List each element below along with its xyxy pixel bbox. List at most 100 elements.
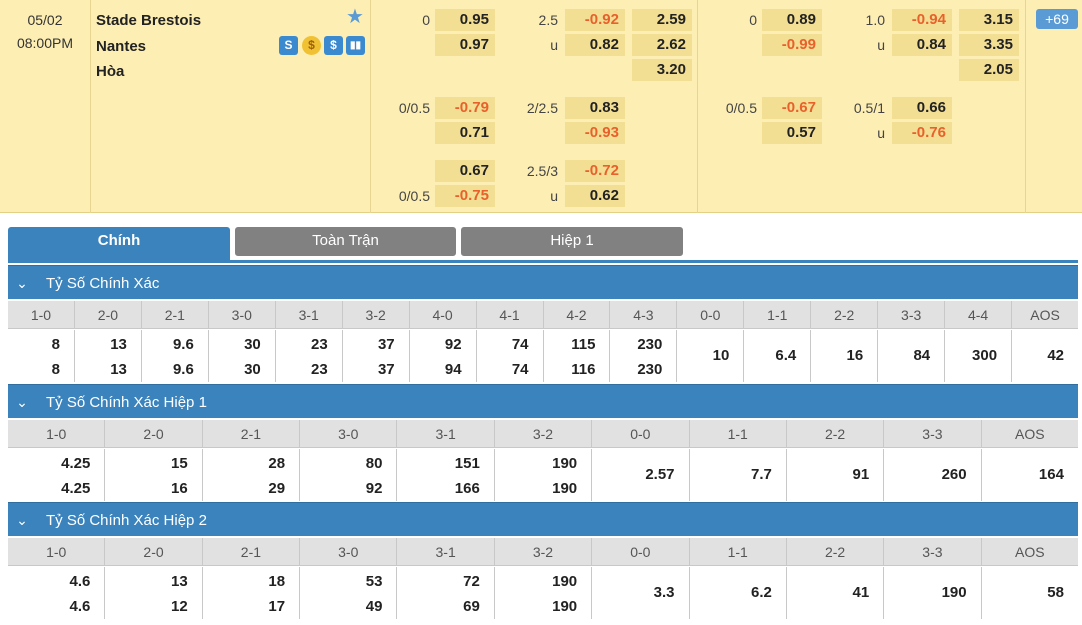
odds-value[interactable]: 190 bbox=[552, 598, 578, 615]
odds-value[interactable]: -0.93 bbox=[565, 122, 625, 144]
odds-value[interactable]: 4.25 bbox=[61, 480, 91, 497]
odds-value[interactable]: 115 bbox=[571, 336, 596, 353]
odds-value[interactable]: 0.97 bbox=[435, 34, 495, 56]
score-odds-cell[interactable]: 300 bbox=[945, 330, 1013, 382]
score-odds-cell[interactable]: 151 166 bbox=[397, 449, 495, 501]
odds-value[interactable]: 80 bbox=[365, 455, 383, 472]
score-odds-cell[interactable]: 23 23 bbox=[276, 330, 343, 382]
score-odds-cell[interactable]: 9.6 9.6 bbox=[142, 330, 209, 382]
odds-value[interactable]: 0.67 bbox=[435, 160, 495, 182]
odds-value[interactable]: 84 bbox=[913, 347, 931, 364]
odds-value[interactable]: 29 bbox=[268, 480, 286, 497]
score-odds-cell[interactable]: 92 94 bbox=[410, 330, 477, 382]
odds-value[interactable]: 28 bbox=[268, 455, 286, 472]
odds-value[interactable]: 2.62 bbox=[632, 34, 692, 56]
odds-value[interactable]: 23 bbox=[311, 361, 328, 378]
score-odds-cell[interactable]: 72 69 bbox=[397, 567, 495, 619]
score-odds-cell[interactable]: 6.2 bbox=[690, 567, 787, 619]
odds-value[interactable]: 190 bbox=[552, 455, 578, 472]
score-odds-cell[interactable]: 260 bbox=[884, 449, 982, 501]
score-odds-cell[interactable]: 18 17 bbox=[203, 567, 301, 619]
score-odds-cell[interactable]: 28 29 bbox=[203, 449, 301, 501]
more-markets-badge[interactable]: +69 bbox=[1036, 9, 1078, 29]
odds-value[interactable]: 3.20 bbox=[632, 59, 692, 81]
score-odds-cell[interactable]: 115 116 bbox=[544, 330, 611, 382]
odds-value[interactable]: 0.62 bbox=[565, 185, 625, 207]
odds-value[interactable]: 30 bbox=[244, 336, 261, 353]
away-team[interactable]: Nantes bbox=[96, 38, 147, 55]
odds-value[interactable]: 0.84 bbox=[892, 34, 952, 56]
odds-value[interactable]: 300 bbox=[972, 347, 998, 364]
odds-value[interactable]: 4.6 bbox=[69, 598, 91, 615]
odds-value[interactable]: 16 bbox=[171, 480, 188, 497]
odds-value[interactable]: 13 bbox=[110, 336, 127, 353]
score-odds-cell[interactable]: 53 49 bbox=[300, 567, 398, 619]
score-odds-cell[interactable]: 4.6 4.6 bbox=[8, 567, 106, 619]
odds-value[interactable]: 0.66 bbox=[892, 97, 952, 119]
odds-value[interactable]: 0.82 bbox=[565, 34, 625, 56]
odds-value[interactable]: 8 bbox=[51, 336, 60, 353]
odds-value[interactable]: 190 bbox=[552, 480, 578, 497]
dollar-icon[interactable]: $ bbox=[324, 36, 343, 55]
odds-value[interactable]: 8 bbox=[51, 361, 60, 378]
odds-value[interactable]: 0.89 bbox=[762, 9, 822, 31]
tab-chinh[interactable]: Chính bbox=[8, 227, 230, 262]
odds-value[interactable]: 0.57 bbox=[762, 122, 822, 144]
odds-value[interactable]: 166 bbox=[454, 480, 480, 497]
score-odds-cell[interactable]: 6.4 bbox=[744, 330, 812, 382]
odds-value[interactable]: -0.79 bbox=[435, 97, 495, 119]
home-team[interactable]: Stade Brestois bbox=[96, 12, 202, 29]
odds-value[interactable]: 190 bbox=[941, 584, 967, 601]
score-odds-cell[interactable]: 74 74 bbox=[477, 330, 544, 382]
odds-value[interactable]: 2.57 bbox=[645, 466, 675, 483]
section-header[interactable]: ⌄ Tỷ Số Chính Xác Hiệp 2 bbox=[8, 502, 1078, 536]
score-odds-cell[interactable]: 164 bbox=[982, 449, 1078, 501]
odds-value[interactable]: 4.6 bbox=[69, 573, 91, 590]
odds-value[interactable]: 230 bbox=[637, 336, 663, 353]
score-odds-cell[interactable]: 91 bbox=[787, 449, 885, 501]
odds-value[interactable]: 92 bbox=[444, 336, 462, 353]
tab-toan-tran[interactable]: Toàn Trận bbox=[235, 227, 456, 256]
odds-value[interactable]: 13 bbox=[171, 573, 188, 590]
odds-value[interactable]: 69 bbox=[463, 598, 480, 615]
odds-value[interactable]: 74 bbox=[511, 336, 529, 353]
tab-hiep-1[interactable]: Hiệp 1 bbox=[461, 227, 683, 256]
score-odds-cell[interactable]: 4.25 4.25 bbox=[8, 449, 106, 501]
odds-value[interactable]: 92 bbox=[365, 480, 383, 497]
bar-chart-icon[interactable]: ▮▮ bbox=[346, 36, 365, 55]
odds-value[interactable]: 260 bbox=[941, 466, 967, 483]
score-odds-cell[interactable]: 15 16 bbox=[105, 449, 203, 501]
odds-value[interactable]: 23 bbox=[311, 336, 328, 353]
odds-value[interactable]: 12 bbox=[171, 598, 188, 615]
odds-value[interactable]: -0.76 bbox=[892, 122, 952, 144]
odds-value[interactable]: 37 bbox=[377, 336, 395, 353]
chevron-down-icon[interactable]: ⌄ bbox=[16, 512, 28, 528]
favorite-star-icon[interactable]: ★ bbox=[346, 6, 364, 28]
odds-value[interactable]: 116 bbox=[571, 361, 596, 378]
odds-value[interactable]: 6.2 bbox=[751, 584, 772, 601]
dollar-coin-icon[interactable]: $ bbox=[302, 36, 321, 55]
odds-value[interactable]: 3.35 bbox=[959, 34, 1019, 56]
score-odds-cell[interactable]: 41 bbox=[787, 567, 885, 619]
score-odds-cell[interactable]: 42 bbox=[1012, 330, 1078, 382]
odds-value[interactable]: 74 bbox=[511, 361, 529, 378]
odds-value[interactable]: 4.25 bbox=[61, 455, 91, 472]
odds-value[interactable]: -0.75 bbox=[435, 185, 495, 207]
odds-value[interactable]: 190 bbox=[552, 573, 578, 590]
score-odds-cell[interactable]: 80 92 bbox=[300, 449, 398, 501]
odds-value[interactable]: 9.6 bbox=[172, 361, 194, 378]
odds-value[interactable]: 30 bbox=[244, 361, 261, 378]
odds-value[interactable]: 6.4 bbox=[775, 347, 797, 364]
odds-value[interactable]: 16 bbox=[846, 347, 864, 364]
odds-value[interactable]: 0.71 bbox=[435, 122, 495, 144]
odds-value[interactable]: -0.72 bbox=[565, 160, 625, 182]
odds-value[interactable]: 164 bbox=[1038, 466, 1064, 483]
odds-value[interactable]: 2.05 bbox=[959, 59, 1019, 81]
odds-value[interactable]: 9.6 bbox=[172, 336, 194, 353]
score-odds-cell[interactable]: 230 230 bbox=[610, 330, 678, 382]
odds-value[interactable]: 49 bbox=[365, 598, 383, 615]
score-odds-cell[interactable]: 37 37 bbox=[343, 330, 410, 382]
score-odds-cell[interactable]: 2.57 bbox=[592, 449, 690, 501]
score-odds-cell[interactable]: 3.3 bbox=[592, 567, 690, 619]
